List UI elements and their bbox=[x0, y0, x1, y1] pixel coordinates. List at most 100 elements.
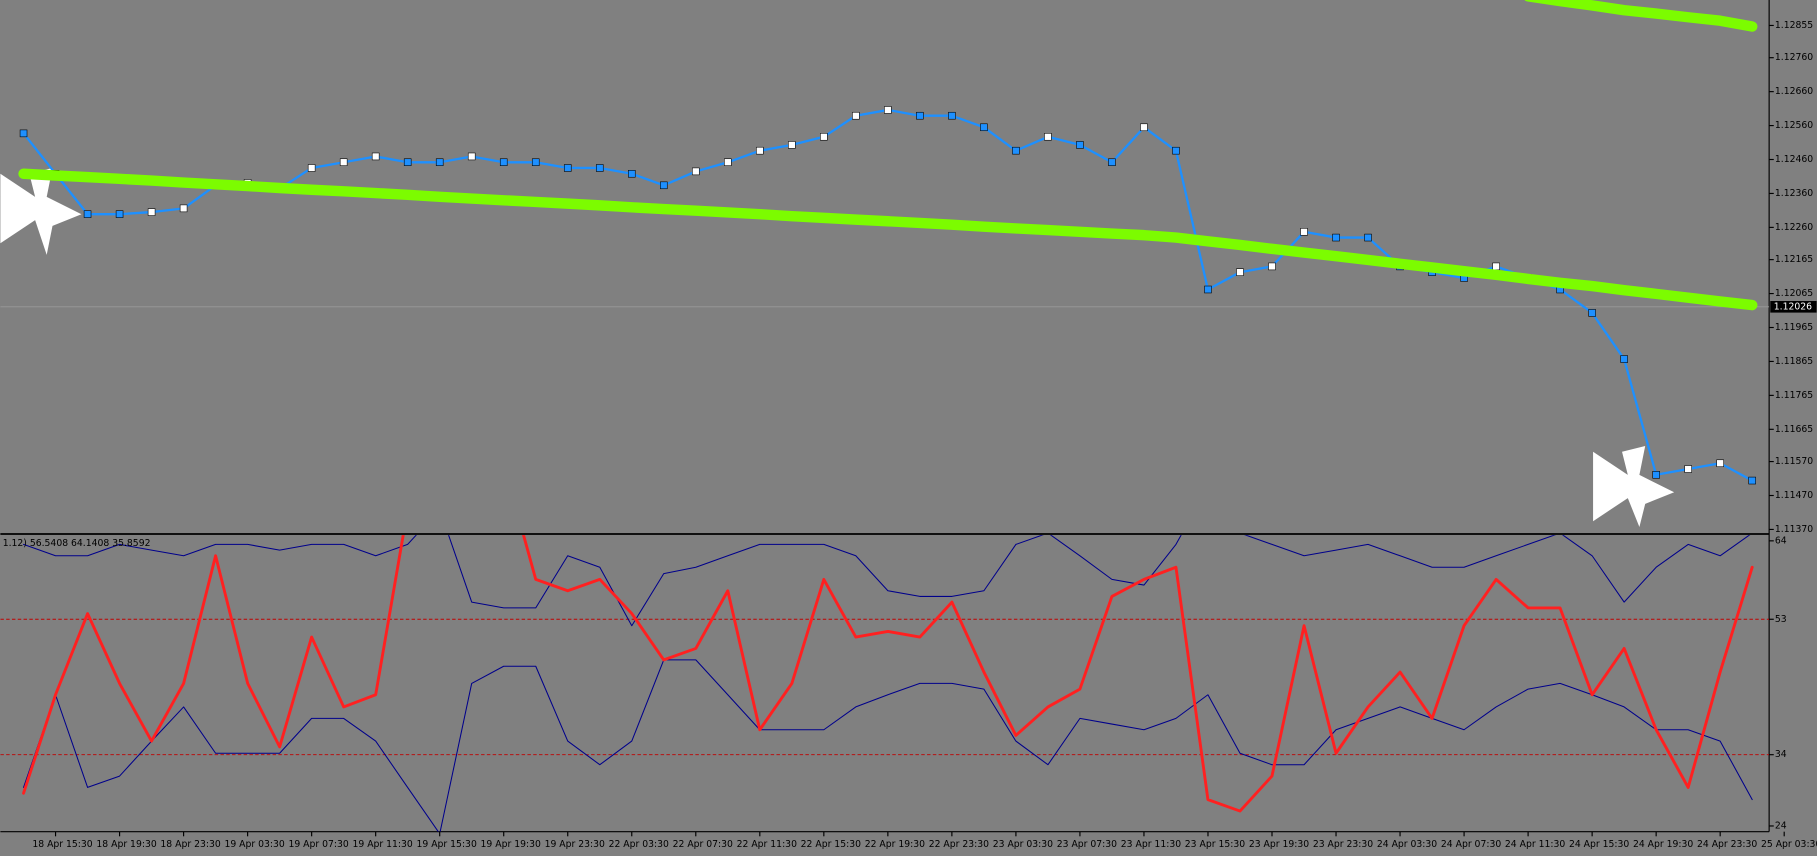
x-tick-label: 24 Apr 07:30 bbox=[1441, 839, 1501, 850]
price-mark bbox=[884, 106, 892, 114]
x-tick-label: 19 Apr 07:30 bbox=[288, 839, 348, 850]
price-mark bbox=[756, 146, 764, 155]
price-mark bbox=[19, 129, 28, 138]
y-tick-label: 53 bbox=[1775, 614, 1787, 625]
y-tick-label: 1.12065 bbox=[1775, 288, 1813, 299]
x-tick-label: 23 Apr 07:30 bbox=[1057, 839, 1117, 850]
y-tick-label: 1.12760 bbox=[1775, 52, 1813, 63]
price-mark bbox=[403, 158, 412, 166]
x-tick-label: 22 Apr 23:30 bbox=[929, 839, 989, 850]
price-mark bbox=[1012, 146, 1020, 155]
price-mark bbox=[1364, 233, 1372, 242]
price-mark bbox=[1236, 268, 1244, 276]
indicator-label: 1.12) 56.5408 64.1408 35.8592 bbox=[3, 538, 151, 549]
price-mark bbox=[724, 158, 732, 166]
y-tick-label: 1.11665 bbox=[1775, 424, 1813, 435]
indicator-line bbox=[23, 659, 1753, 832]
price-mark bbox=[980, 123, 988, 132]
price-mark bbox=[595, 164, 604, 172]
y-tick-label: 1.12360 bbox=[1775, 188, 1813, 199]
price-mark bbox=[83, 210, 92, 218]
x-tick-label: 24 Apr 03:30 bbox=[1377, 839, 1437, 850]
price-mark bbox=[1108, 158, 1116, 166]
y-tick-label: 1.12855 bbox=[1775, 20, 1813, 31]
price-mark bbox=[1652, 471, 1660, 479]
x-tick-label: 24 Apr 15:30 bbox=[1569, 839, 1629, 850]
price-mark bbox=[147, 208, 156, 216]
x-tick-label: 22 Apr 07:30 bbox=[673, 839, 733, 850]
indicator-line bbox=[22, 535, 1754, 813]
y-tick-label: 1.11570 bbox=[1775, 456, 1813, 467]
y-tick-label: 1.11865 bbox=[1775, 356, 1813, 367]
price-mark bbox=[467, 152, 476, 161]
price-mark bbox=[1684, 465, 1692, 473]
x-tick-label: 19 Apr 03:30 bbox=[224, 839, 284, 850]
x-tick-label: 25 Apr 03:30 bbox=[1761, 839, 1817, 850]
price-mark bbox=[1332, 233, 1340, 242]
price-mark bbox=[1300, 228, 1308, 236]
x-tick-label: 23 Apr 11:30 bbox=[1121, 839, 1181, 850]
price-mark bbox=[788, 141, 796, 149]
price-mark bbox=[852, 111, 860, 120]
price-mark bbox=[660, 181, 668, 190]
x-tick-label: 23 Apr 03:30 bbox=[993, 839, 1053, 850]
indicator-line bbox=[23, 535, 1751, 627]
axes: 1.12855 1.12760 1.12660 1.12560 1.12460 1.123… bbox=[32, 20, 1817, 850]
y-tick-label: 1.12660 bbox=[1775, 86, 1813, 97]
y-tick-label: 1.11765 bbox=[1775, 390, 1813, 401]
x-tick-label: 22 Apr 03:30 bbox=[609, 839, 669, 850]
price-mark bbox=[1044, 133, 1052, 141]
x-tick-label: 22 Apr 15:30 bbox=[801, 839, 861, 850]
x-tick-label: 18 Apr 19:30 bbox=[96, 839, 156, 850]
x-tick-label: 18 Apr 15:30 bbox=[32, 839, 92, 850]
price-mark bbox=[628, 169, 636, 178]
price-mark bbox=[692, 167, 700, 176]
x-tick-label: 24 Apr 23:30 bbox=[1697, 839, 1757, 850]
cross-icon bbox=[0, 167, 82, 255]
y-tick-label: 1.12560 bbox=[1775, 120, 1813, 131]
price-mark bbox=[179, 204, 188, 213]
price-mark bbox=[1076, 141, 1084, 149]
price-mark bbox=[1140, 123, 1148, 132]
price-mark bbox=[115, 210, 124, 218]
price-mark bbox=[1748, 476, 1756, 485]
price-mark bbox=[948, 111, 956, 120]
y-tick-label: 1.11370 bbox=[1775, 524, 1813, 535]
price-mark bbox=[307, 164, 316, 172]
price-mark bbox=[1172, 146, 1180, 155]
y-tick-label: 64 bbox=[1775, 535, 1787, 546]
price-mark bbox=[371, 152, 380, 161]
x-tick-label: 19 Apr 11:30 bbox=[353, 839, 413, 850]
price-mark bbox=[1620, 355, 1628, 363]
moving-average bbox=[18, 168, 1758, 311]
price-mark bbox=[1268, 262, 1276, 271]
x-tick-label: 23 Apr 19:30 bbox=[1249, 839, 1309, 850]
price-mark bbox=[916, 111, 924, 120]
y-tick-label: 1.12460 bbox=[1775, 154, 1813, 165]
y-tick-label: 1.11470 bbox=[1775, 490, 1813, 501]
y-tick-label: 1.11965 bbox=[1775, 322, 1813, 333]
current-price-box bbox=[1770, 301, 1817, 313]
price-mark bbox=[435, 158, 444, 166]
x-tick-label: 22 Apr 19:30 bbox=[865, 839, 925, 850]
x-tick-label: 19 Apr 19:30 bbox=[481, 839, 541, 850]
x-tick-label: 19 Apr 15:30 bbox=[417, 839, 477, 850]
price-panel bbox=[0, 0, 1770, 485]
price-mark bbox=[1588, 309, 1596, 317]
x-tick-label: 19 Apr 23:30 bbox=[545, 839, 605, 850]
cross-icon bbox=[1593, 445, 1675, 528]
price-mark bbox=[339, 158, 348, 166]
indicator-panel bbox=[0, 535, 1770, 832]
price-mark bbox=[1716, 459, 1724, 468]
price-mark bbox=[563, 164, 572, 172]
price-mark bbox=[531, 158, 540, 166]
y-tick-label: 24 bbox=[1775, 820, 1787, 831]
moving-average bbox=[1524, 0, 1758, 32]
y-tick-label: 34 bbox=[1775, 749, 1787, 760]
price-mark bbox=[499, 158, 508, 166]
x-tick-label: 23 Apr 23:30 bbox=[1313, 839, 1373, 850]
y-tick-label: 1.12260 bbox=[1775, 222, 1813, 233]
